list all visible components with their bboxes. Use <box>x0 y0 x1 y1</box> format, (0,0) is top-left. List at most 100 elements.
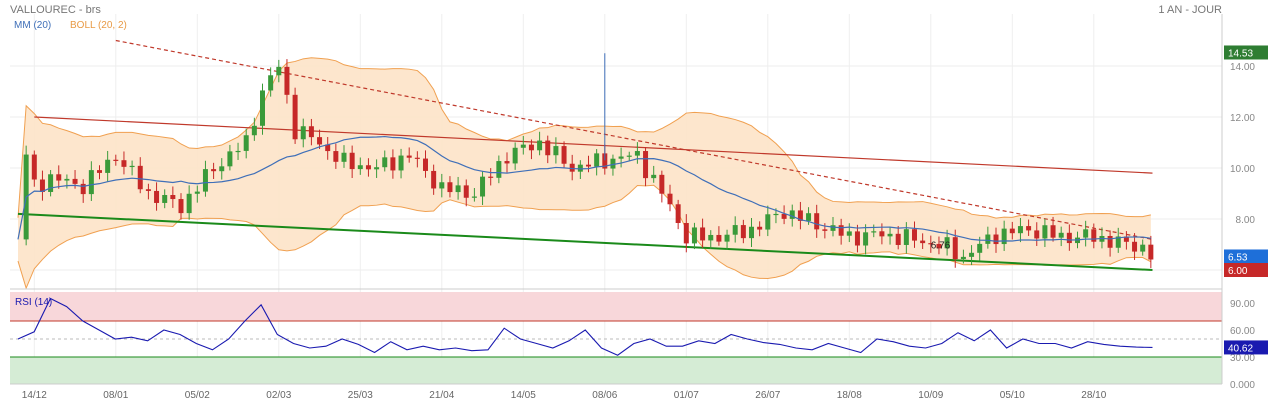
candle-body <box>357 165 363 170</box>
x-tick-label: 14/12 <box>22 390 47 401</box>
candle-body <box>520 144 526 148</box>
y-tick-label: 14.00 <box>1230 62 1255 73</box>
candle-body <box>447 182 453 193</box>
candle-body <box>455 185 461 193</box>
candle-body <box>406 155 412 158</box>
candle-body <box>977 243 983 253</box>
candle-body <box>952 237 958 260</box>
candle-body <box>1042 225 1048 239</box>
candle-body <box>651 174 657 179</box>
x-tick-label: 28/10 <box>1081 390 1106 401</box>
candle-body <box>545 140 551 156</box>
candle-body <box>162 195 168 203</box>
candle-body <box>854 231 860 246</box>
candle-body <box>374 167 380 170</box>
candle-body <box>610 158 616 169</box>
candle-body <box>1034 230 1040 239</box>
candle-body <box>724 234 730 242</box>
candle-body <box>887 233 893 237</box>
candle-body <box>186 193 192 214</box>
ma-line <box>17 135 1151 242</box>
candle-body <box>895 233 901 245</box>
candle-body <box>667 193 673 205</box>
candles <box>23 53 1154 269</box>
candle-body <box>1009 228 1015 234</box>
candle-body <box>1148 244 1154 260</box>
candle-body <box>659 174 665 194</box>
y-tick-label: 8.00 <box>1236 215 1256 226</box>
x-tick-label: 08/01 <box>103 390 128 401</box>
chart-title: VALLOUREC - brs <box>10 4 101 16</box>
candle-body <box>31 154 37 180</box>
x-tick-label: 05/10 <box>1000 390 1025 401</box>
price-label-box <box>1224 263 1268 277</box>
boll-legend: BOLL (20, 2) <box>70 20 127 31</box>
candle-body <box>365 165 371 170</box>
candle-body <box>268 75 274 91</box>
candle-body <box>969 252 975 257</box>
candle-body <box>903 229 909 245</box>
annotation-label: 6.76 <box>931 241 951 252</box>
candle-body <box>765 214 771 230</box>
candle-body <box>602 153 608 169</box>
candle-body <box>463 185 469 198</box>
candle-body <box>488 176 494 178</box>
x-tick-label: 10/09 <box>918 390 943 401</box>
annotations: 6.76 <box>931 241 951 252</box>
candle-body <box>643 151 649 179</box>
candle-body <box>928 243 934 245</box>
axes: 14.00 12.00 10.00 8.00 14.53 6.53 6.00 14/12 08/… <box>22 45 1268 401</box>
candle-body <box>586 164 591 167</box>
candle-body <box>618 156 624 159</box>
candle-body <box>594 153 600 167</box>
candle-body <box>732 225 738 235</box>
candle-body <box>439 182 445 189</box>
candle-body <box>349 152 355 170</box>
x-tick-label: 05/02 <box>185 390 210 401</box>
candle-body <box>773 213 779 216</box>
x-tick-label: 21/04 <box>429 390 454 401</box>
period-label: 1 AN - JOUR <box>1158 4 1222 16</box>
x-tick-label: 01/07 <box>674 390 699 401</box>
candle-body <box>137 165 143 190</box>
rsi-overbought-zone <box>10 292 1222 321</box>
candle-body <box>72 178 78 184</box>
candle-body <box>920 240 926 244</box>
price-label-box <box>1224 45 1268 60</box>
rsi-panel: RSI (14) 90.00 60.00 30.00 0.000 40.62 <box>10 292 1268 391</box>
candle-body <box>88 170 94 195</box>
x-tick-label: 08/06 <box>592 390 617 401</box>
y-tick-label: 12.00 <box>1230 113 1255 124</box>
candle-body <box>105 159 111 173</box>
candle-body <box>431 170 437 189</box>
candle-body <box>1026 226 1032 231</box>
candle-body <box>1123 236 1129 242</box>
candle-body <box>317 137 323 145</box>
candle-body <box>1050 225 1056 238</box>
bollinger-band <box>17 57 1152 290</box>
candle-body <box>1058 232 1064 238</box>
candle-body <box>480 176 486 197</box>
x-tick-label: 25/03 <box>348 390 373 401</box>
candle-body <box>496 161 502 178</box>
x-tick-label: 26/07 <box>755 390 780 401</box>
candle-body <box>48 174 54 192</box>
candle-body <box>634 151 640 156</box>
candle-body <box>569 163 575 172</box>
candle-body <box>276 66 282 76</box>
candle-body <box>985 234 991 244</box>
rsi-y-tick-label: 90.00 <box>1230 299 1255 310</box>
candle-body <box>830 225 836 231</box>
candle-body <box>211 169 217 172</box>
candle-body <box>871 231 877 233</box>
candle-body <box>121 160 127 167</box>
candle-body <box>879 231 885 237</box>
candle-body <box>235 150 241 153</box>
rsi-y-tick-label: 60.00 <box>1230 326 1255 337</box>
candle-body <box>708 234 714 241</box>
candle-body <box>382 157 388 168</box>
moving-average <box>17 135 1151 242</box>
candle-body <box>1066 232 1072 244</box>
